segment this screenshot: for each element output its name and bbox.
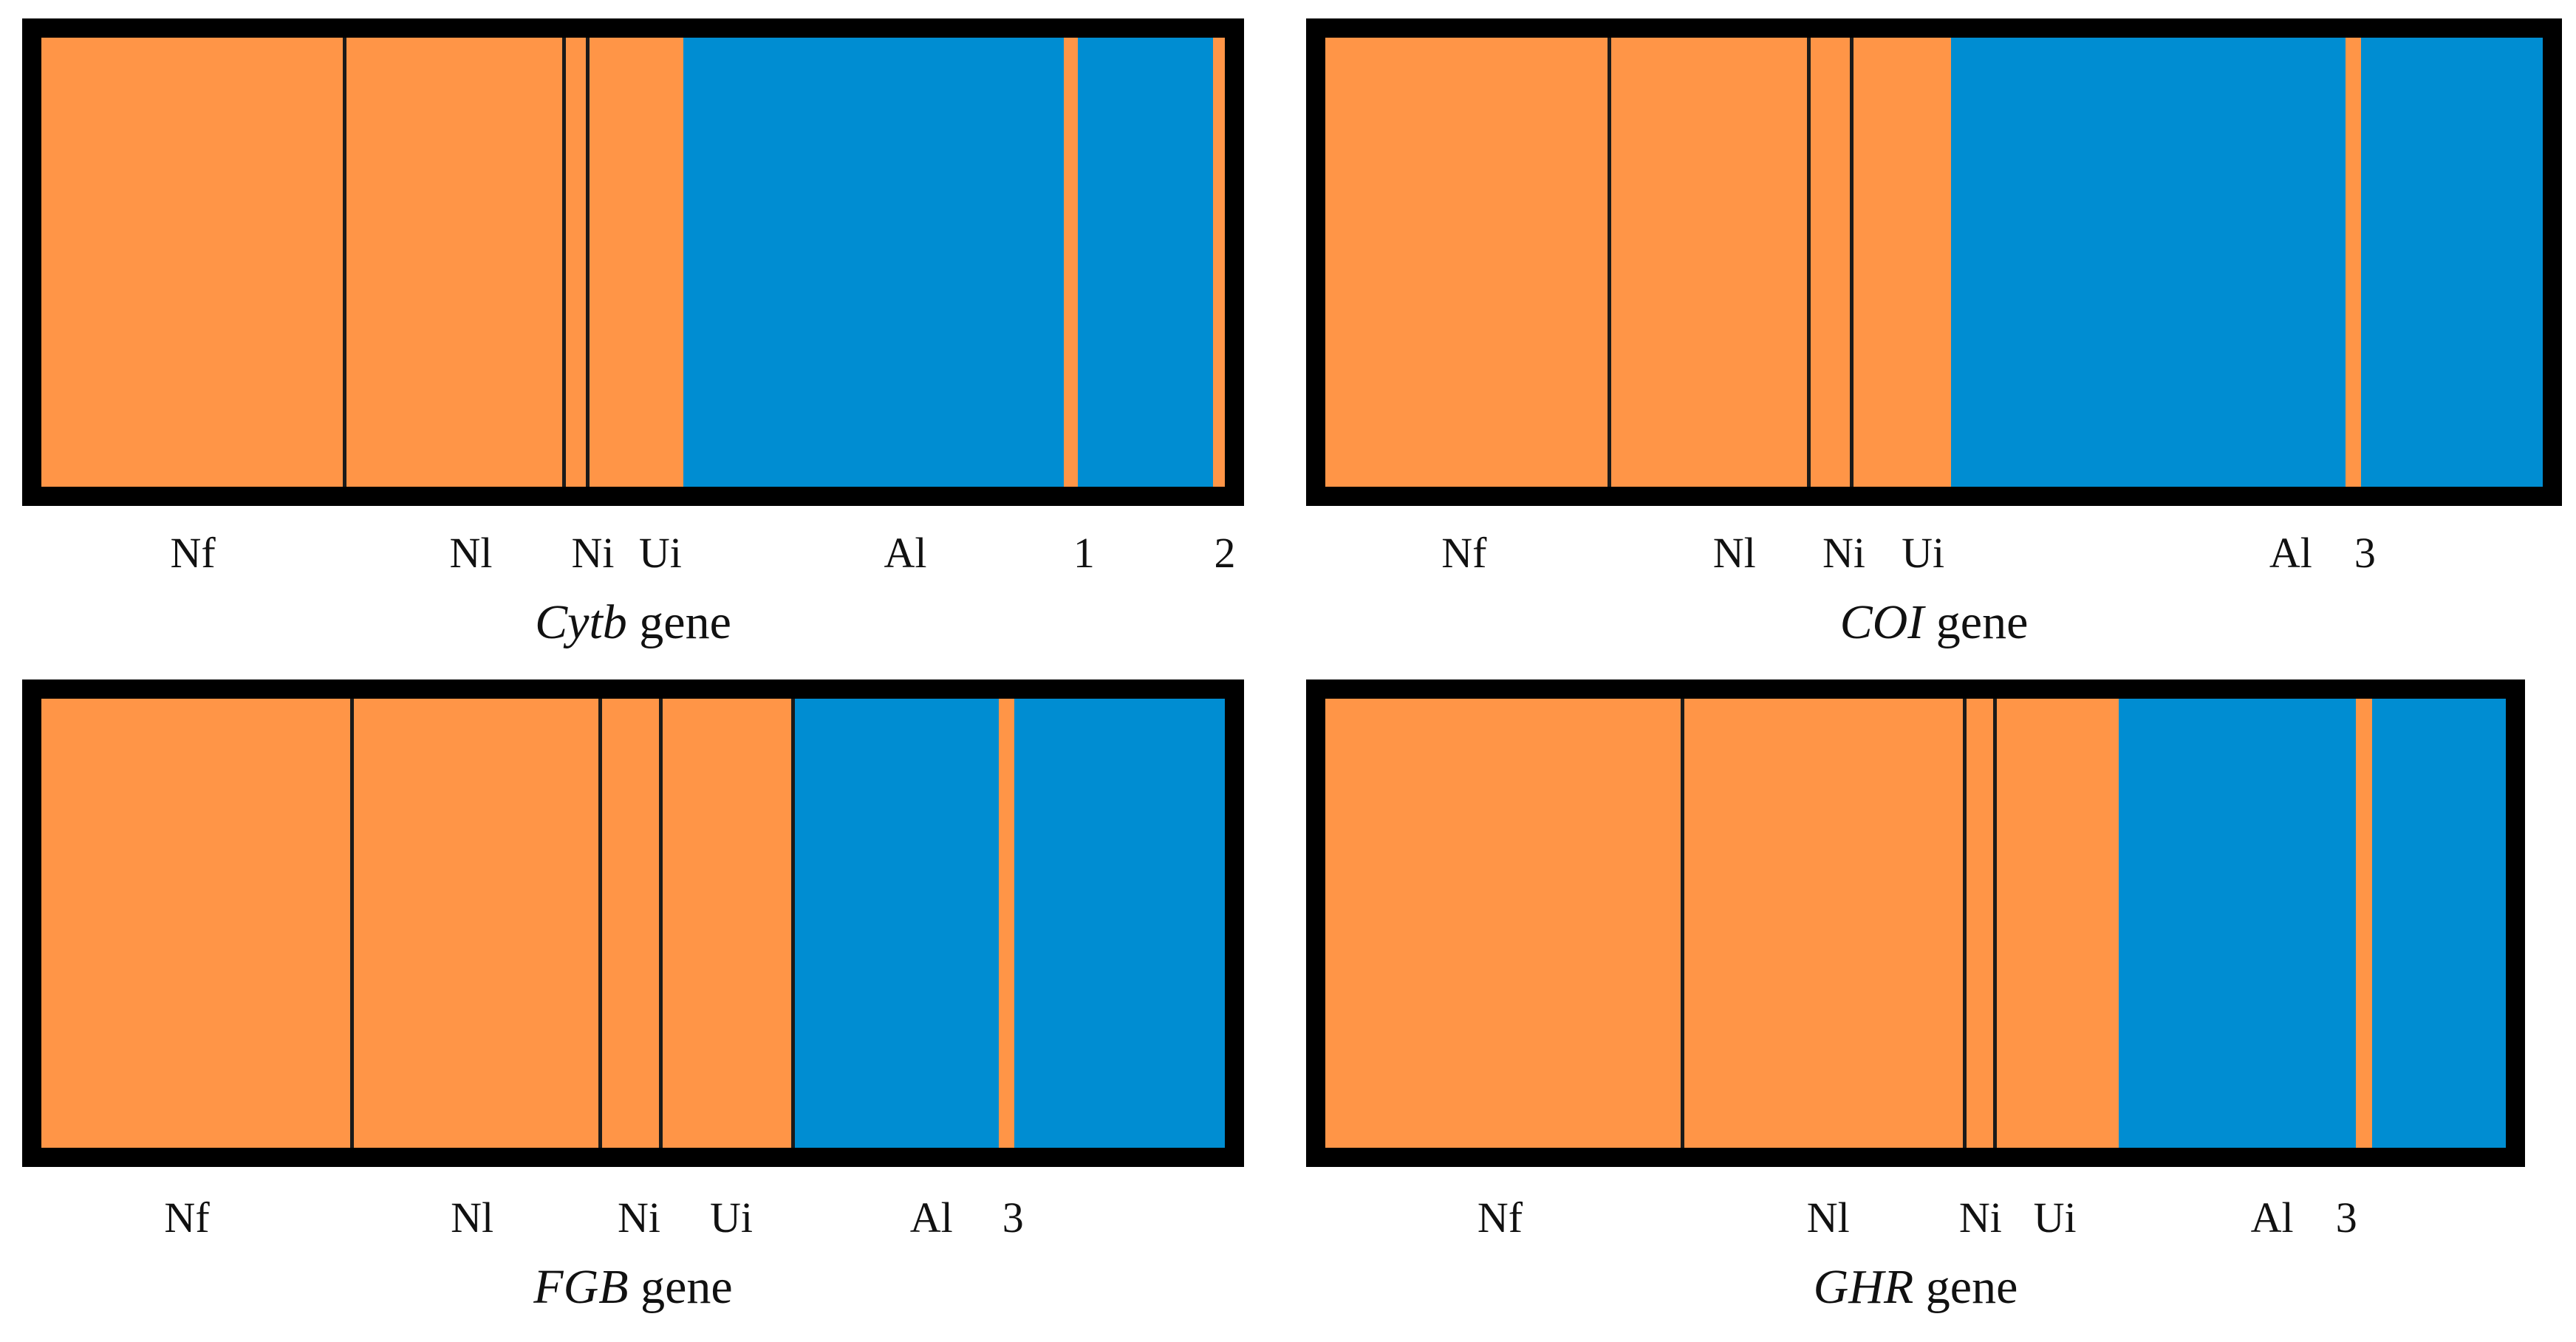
- population-label-nl: Nl: [451, 1194, 494, 1242]
- panel-fgb: FGB gene Nf Nl Ni Ui Al 3: [22, 679, 1244, 1312]
- bar-segment-2: [1964, 699, 1995, 1148]
- population-label-ni: Ni: [618, 1194, 660, 1242]
- title-suffix: gene: [639, 595, 731, 649]
- population-separator: [343, 38, 347, 487]
- structure-plot: [1325, 38, 2543, 487]
- population-label-2: 2: [1214, 529, 1236, 577]
- bar-segment-3: [587, 38, 684, 487]
- population-label-ui: Ui: [638, 529, 682, 577]
- population-separator: [791, 699, 796, 1148]
- bar-segment-4: [683, 38, 1065, 487]
- bar-segment-4: [793, 699, 999, 1148]
- bar-segment-6: [2372, 699, 2506, 1148]
- bar-segment-6: [1078, 38, 1214, 487]
- population-label-nf: Nf: [1477, 1194, 1523, 1242]
- title-suffix: gene: [1936, 595, 2029, 649]
- chart-title: GHR gene: [1814, 1263, 2018, 1312]
- structure-plot: [41, 699, 1225, 1148]
- chart-title: Cytb gene: [535, 598, 731, 647]
- chart-frame: [22, 679, 1244, 1167]
- bar-segment-1: [1608, 38, 1809, 487]
- bar-segment-1: [351, 699, 601, 1148]
- population-separator: [1962, 699, 1967, 1148]
- population-label-al: Al: [2269, 529, 2312, 577]
- population-label-3: 3: [1002, 1194, 1024, 1242]
- population-label-nf: Nf: [170, 529, 216, 577]
- population-label-1: 1: [1073, 529, 1095, 577]
- bar-segment-2: [600, 699, 660, 1148]
- bar-segment-3: [660, 699, 793, 1148]
- population-separator: [562, 38, 567, 487]
- bar-segment-3: [1995, 699, 2119, 1148]
- bar-segment-5: [1064, 38, 1079, 487]
- population-separator: [658, 699, 663, 1148]
- population-label-al: Al: [884, 529, 927, 577]
- panel-cytb: Cytb gene Nf Nl Ni Ui Al 1 2: [22, 18, 1244, 647]
- bar-segment-6: [1014, 699, 1225, 1148]
- chart-frame: [1306, 18, 2562, 506]
- gene-name: COI: [1839, 595, 1924, 649]
- bar-segment-0: [41, 38, 345, 487]
- bar-segment-1: [344, 38, 564, 487]
- population-separator: [1849, 38, 1854, 487]
- chart-title: FGB gene: [533, 1263, 732, 1312]
- population-label-3: 3: [2354, 529, 2376, 577]
- population-separator: [586, 38, 590, 487]
- population-separator: [1807, 38, 1811, 487]
- bar-segment-3: [1851, 38, 1952, 487]
- population-label-al: Al: [2250, 1194, 2294, 1242]
- gene-name: FGB: [533, 1260, 629, 1314]
- chart-frame: [1306, 679, 2525, 1167]
- title-suffix: gene: [1925, 1260, 2018, 1314]
- population-label-3: 3: [2335, 1194, 2357, 1242]
- bar-segment-5: [2346, 38, 2362, 487]
- population-label-nl: Nl: [449, 529, 493, 577]
- population-separator: [1993, 699, 1998, 1148]
- population-label-ni: Ni: [1822, 529, 1866, 577]
- population-label-ui: Ui: [709, 1194, 753, 1242]
- gene-name: GHR: [1813, 1260, 1914, 1314]
- bar-segment-1: [1681, 699, 1964, 1148]
- bar-segment-2: [564, 38, 587, 487]
- bar-segment-0: [1325, 699, 1682, 1148]
- population-separator: [1607, 38, 1611, 487]
- bar-segment-2: [1808, 38, 1851, 487]
- population-separator: [349, 699, 354, 1148]
- bar-segment-5: [2356, 699, 2373, 1148]
- population-label-ui: Ui: [1902, 529, 1945, 577]
- panel-ghr: GHR gene Nf Nl Ni Ui Al 3: [1306, 679, 2525, 1312]
- structure-plot: [1325, 699, 2506, 1148]
- population-label-nf: Nf: [1441, 529, 1487, 577]
- bar-segment-4: [2118, 699, 2357, 1148]
- panel-coi: COI gene Nf Nl Ni Ui Al 3: [1306, 18, 2562, 647]
- bar-segment-0: [41, 699, 352, 1148]
- bar-segment-0: [1325, 38, 1609, 487]
- population-label-nl: Nl: [1806, 1194, 1850, 1242]
- chart-frame: [22, 18, 1244, 506]
- population-label-ui: Ui: [2033, 1194, 2077, 1242]
- chart-title: COI gene: [1840, 598, 2029, 647]
- population-label-al: Al: [909, 1194, 953, 1242]
- structure-plot: [41, 38, 1225, 487]
- bar-segment-5: [999, 699, 1014, 1148]
- title-suffix: gene: [640, 1260, 733, 1314]
- bar-segment-6: [2361, 38, 2543, 487]
- population-label-ni: Ni: [571, 529, 615, 577]
- bar-segment-4: [1951, 38, 2346, 487]
- population-separator: [598, 699, 603, 1148]
- bar-segment-7: [1213, 38, 1225, 487]
- population-separator: [1680, 699, 1684, 1148]
- population-label-nf: Nf: [164, 1194, 210, 1242]
- population-label-ni: Ni: [1958, 1194, 2002, 1242]
- population-label-nl: Nl: [1712, 529, 1756, 577]
- gene-name: Cytb: [535, 595, 627, 649]
